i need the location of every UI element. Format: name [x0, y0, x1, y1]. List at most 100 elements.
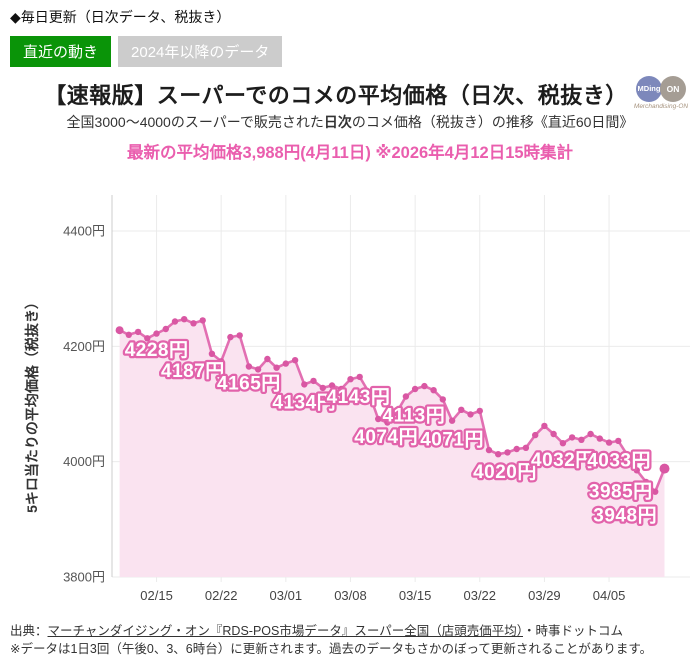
price-dot — [282, 360, 289, 367]
tab-bar: 直近の動き 2024年以降のデータ — [10, 36, 283, 67]
point-value-label: 4020円 — [473, 462, 537, 483]
x-tick-label: 04/05 — [593, 588, 626, 603]
tab-data-since-2024[interactable]: 2024年以降のデータ — [118, 36, 283, 67]
subtitle-bold-daily: 日次 — [323, 114, 352, 130]
price-dot — [291, 357, 299, 364]
point-value-label: 4165円 — [217, 374, 281, 395]
price-dot — [171, 318, 179, 325]
subtitle-suffix: のコメ価格（税抜き）の推移《直近60日間》 — [351, 114, 634, 130]
price-dot — [633, 467, 640, 474]
price-dot — [504, 449, 511, 456]
price-dot — [310, 377, 317, 385]
price-dot — [642, 478, 650, 486]
price-dot — [448, 417, 456, 424]
price-dot — [384, 419, 391, 426]
price-dot — [587, 430, 594, 438]
price-dot — [550, 430, 557, 438]
x-tick-label: 02/15 — [140, 588, 173, 603]
price-dot — [476, 407, 483, 415]
price-dot — [421, 382, 428, 390]
price-dot — [227, 333, 234, 341]
price-dot — [319, 384, 326, 392]
price-dot — [328, 382, 336, 389]
price-dot — [402, 393, 410, 400]
brand-logo-left-circle: MDing — [636, 76, 662, 102]
price-dot — [375, 415, 382, 423]
point-value-label: 3948円 — [593, 506, 657, 527]
brand-logo-right-circle: ON — [660, 76, 686, 102]
x-tick-label: 02/22 — [205, 588, 238, 603]
source-link[interactable]: マーチャンダイジング・オン『RDS-POS市場データ』スーパー全国（店頭売価平均… — [47, 624, 523, 638]
subtitle-prefix: 全国3000〜4000のスーパーで販売された — [66, 114, 324, 130]
page-title: 【速報版】スーパーでのコメの平均価格（日次、税抜き） — [44, 83, 628, 108]
y-tick-label: 4000円 — [63, 454, 105, 469]
price-dot — [365, 389, 373, 396]
point-value-label: 4143円 — [327, 387, 391, 408]
price-dot — [115, 326, 124, 335]
tab-recent-trend[interactable]: 直近の動き — [10, 36, 112, 67]
price-dot — [513, 445, 520, 453]
price-dot — [144, 335, 151, 342]
brand-logo: MDing ON Merchandising-ON — [630, 76, 692, 110]
price-dot — [522, 444, 530, 451]
point-value-label: 4113円 — [383, 406, 446, 427]
price-dot — [273, 364, 280, 371]
price-dot — [245, 363, 253, 370]
price-dot — [624, 452, 631, 459]
point-value-label: 4228円 — [125, 340, 189, 361]
price-dot — [254, 366, 262, 373]
source-suffix: ・時事ドットコム — [522, 624, 623, 638]
price-dot — [467, 411, 474, 418]
price-dot — [162, 325, 169, 333]
price-dot — [485, 446, 493, 454]
price-dot — [495, 451, 502, 458]
price-dot — [208, 350, 216, 357]
x-tick-label: 03/15 — [399, 588, 432, 603]
price-dot — [568, 434, 576, 441]
x-tick-label: 03/01 — [270, 588, 303, 603]
point-value-label: 4033円 — [587, 451, 651, 472]
price-dot — [338, 385, 345, 393]
price-dot — [596, 435, 603, 442]
latest-price-dot — [659, 463, 670, 474]
price-dot — [615, 437, 622, 445]
price-dot — [652, 488, 659, 495]
source-line: 出典：マーチャンダイジング・オン『RDS-POS市場データ』スーパー全国（店頭売… — [10, 622, 694, 640]
price-area-fill — [119, 319, 665, 577]
point-value-label: 4134円 — [272, 392, 336, 413]
price-dot — [125, 331, 132, 338]
price-dot — [181, 316, 188, 323]
y-axis-title: 5キロ当たりの平均価格（税抜き） — [24, 295, 40, 513]
source-prefix: 出典： — [10, 624, 48, 638]
price-dot — [532, 431, 539, 439]
price-dot — [347, 376, 354, 383]
price-chart: 02/15 02/22 03/01 03/08 03/15 03/22 03/29 04/05… — [24, 195, 690, 603]
price-dot — [578, 436, 585, 443]
footer: 出典：マーチャンダイジング・オン『RDS-POS市場データ』スーパー全国（店頭売… — [10, 622, 694, 658]
price-dot — [411, 385, 419, 393]
point-value-label: 4032円 — [531, 450, 595, 471]
price-dot — [541, 422, 548, 430]
price-dot — [439, 396, 446, 403]
point-value-label: 4071円 — [420, 430, 484, 451]
price-dot — [134, 328, 142, 336]
price-dot — [301, 381, 308, 388]
point-value-label: 3985円 — [589, 481, 653, 502]
latest-price-highlight: 最新の平均価格3,988円(4月11日) ※2026年4月12日15時集計 — [126, 144, 574, 162]
brand-logo-circles: MDing ON — [636, 76, 686, 102]
y-tick-label: 3800円 — [63, 570, 105, 585]
x-tick-label: 03/29 — [528, 588, 561, 603]
y-tick-label: 4400円 — [63, 224, 105, 239]
price-dot — [458, 406, 465, 413]
price-dot — [190, 320, 197, 327]
chart-area: 02/15 02/22 03/01 03/08 03/15 03/22 03/29 04/05… — [0, 168, 700, 628]
price-dot — [430, 387, 437, 394]
price-dot — [264, 355, 271, 363]
y-tick-label: 4200円 — [63, 339, 105, 354]
price-dot — [393, 409, 400, 416]
price-dot — [605, 439, 613, 446]
price-dot — [356, 373, 363, 381]
point-value-label: 4187円 — [161, 361, 225, 382]
x-tick-label: 03/22 — [463, 588, 496, 603]
price-dot — [218, 358, 225, 365]
